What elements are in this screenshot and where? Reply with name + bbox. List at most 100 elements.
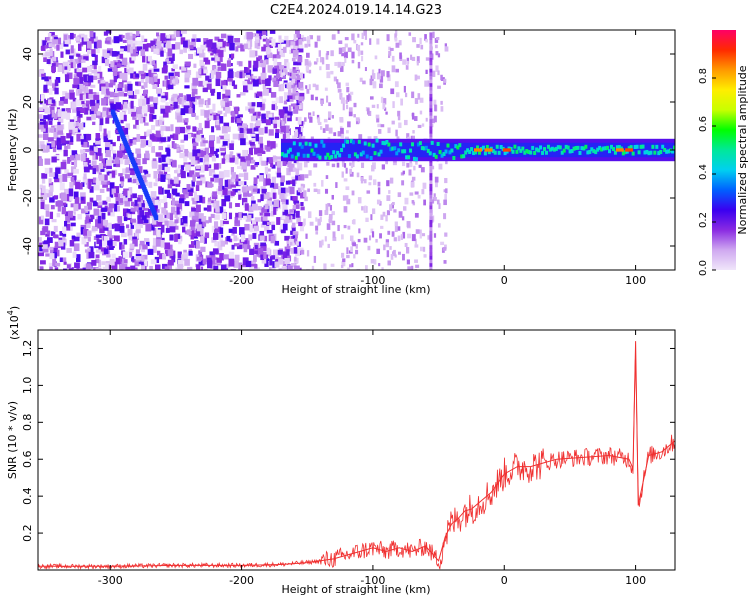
- heatmap-cell: [429, 183, 433, 188]
- heatmap-cell: [568, 149, 572, 154]
- heatmap-cell: [218, 50, 224, 58]
- heatmap-cell: [256, 30, 262, 34]
- heatmap-cell: [450, 148, 454, 153]
- heatmap-cell: [147, 208, 152, 215]
- heatmap-cell: [404, 242, 408, 248]
- heatmap-cell: [472, 151, 476, 156]
- heatmap-cell: [183, 154, 188, 162]
- heatmap-cell: [483, 151, 487, 156]
- heatmap-cell: [131, 56, 136, 61]
- heatmap-cell: [196, 195, 203, 203]
- heatmap-cell: [238, 133, 244, 141]
- heatmap-cell: [261, 188, 267, 195]
- heatmap-cell: [148, 140, 153, 148]
- heatmap-cell: [192, 142, 197, 151]
- heatmap-cell: [146, 43, 152, 48]
- heatmap-cell: [80, 95, 86, 102]
- heatmap-cell: [88, 93, 95, 99]
- heatmap-cell: [118, 256, 122, 265]
- heatmap-cell: [204, 59, 211, 65]
- heatmap-cell: [105, 107, 111, 116]
- heatmap-cell: [141, 215, 147, 221]
- heatmap-cell: [217, 41, 223, 47]
- heatmap-cell: [196, 180, 203, 186]
- heatmap-cell: [346, 254, 350, 259]
- heatmap-cell: [120, 126, 125, 131]
- heatmap-cell: [641, 144, 645, 149]
- heatmap-cell: [264, 166, 269, 175]
- heatmap-cell: [83, 74, 89, 83]
- heatmap-cell: [270, 141, 276, 149]
- heatmap-cell: [303, 218, 306, 226]
- heatmap-cell: [306, 153, 310, 158]
- heatmap-cell: [429, 201, 433, 206]
- heatmap-cell: [220, 33, 227, 39]
- heatmap-cell: [63, 34, 68, 42]
- heatmap-cell: [117, 135, 121, 142]
- heatmap-cell: [223, 122, 230, 129]
- heatmap-cell: [574, 145, 578, 150]
- heatmap-cell: [116, 71, 122, 75]
- heatmap-cell: [160, 105, 165, 109]
- heatmap-cell: [336, 150, 340, 155]
- heatmap-cell: [195, 172, 200, 177]
- heatmap-cell: [273, 199, 279, 208]
- heatmap-cell: [238, 268, 242, 270]
- heatmap-cell: [290, 247, 294, 254]
- heatmap-cell: [339, 126, 343, 130]
- heatmap-cell: [93, 73, 100, 79]
- heatmap-cell: [435, 65, 439, 72]
- heatmap-cell: [429, 223, 433, 228]
- heatmap-cell: [351, 33, 355, 41]
- heatmap-cell: [176, 215, 180, 223]
- heatmap-cell: [340, 127, 344, 134]
- heatmap-cell: [299, 72, 303, 79]
- heatmap-cell: [149, 106, 155, 114]
- heatmap-cell: [44, 193, 51, 198]
- heatmap-cell: [65, 92, 71, 99]
- heatmap-cell: [132, 139, 137, 145]
- heatmap-cell: [223, 112, 227, 117]
- heatmap-cell: [112, 241, 117, 247]
- heatmap-cell: [268, 129, 274, 136]
- heatmap-cell: [110, 61, 114, 68]
- heatmap-cell: [422, 182, 427, 189]
- heatmap-cell: [380, 96, 384, 103]
- heatmap-cell: [145, 76, 150, 83]
- heatmap-cell: [261, 207, 266, 216]
- heatmap-cell: [418, 164, 422, 168]
- heatmap-cell: [209, 146, 215, 154]
- heatmap-cell: [267, 221, 271, 226]
- heatmap-cell: [363, 237, 368, 243]
- heatmap-cell: [69, 57, 74, 64]
- heatmap-cell: [150, 259, 157, 265]
- heatmap-cell: [379, 76, 384, 83]
- heatmap-cell: [429, 50, 433, 55]
- heatmap-cell: [128, 235, 133, 241]
- heatmap-cell: [400, 98, 403, 106]
- heatmap-cell: [88, 251, 95, 259]
- heatmap-cell: [529, 150, 533, 155]
- heatmap-cell: [633, 144, 637, 149]
- heatmap-cell: [284, 257, 290, 265]
- heatmap-cell: [188, 152, 192, 158]
- heatmap-cell: [188, 53, 194, 60]
- heatmap-cell: [290, 262, 297, 267]
- heatmap-cell: [149, 113, 154, 122]
- heatmap-cell: [347, 154, 351, 159]
- heatmap-cell: [99, 118, 104, 126]
- heatmap-cell: [41, 173, 48, 179]
- heatmap-cell: [284, 153, 288, 158]
- heatmap-cell: [253, 268, 260, 270]
- heatmap-cell: [243, 244, 248, 253]
- heatmap-cell: [356, 268, 361, 270]
- heatmap-cell: [243, 172, 249, 181]
- heatmap-cell: [226, 235, 231, 242]
- heatmap-cell: [312, 111, 315, 116]
- heatmap-cell: [413, 165, 416, 171]
- heatmap-cell: [135, 73, 140, 78]
- heatmap-cell: [667, 149, 671, 154]
- heatmap-cell: [249, 224, 254, 233]
- heatmap-cell: [153, 63, 157, 69]
- heatmap-cell: [83, 157, 90, 166]
